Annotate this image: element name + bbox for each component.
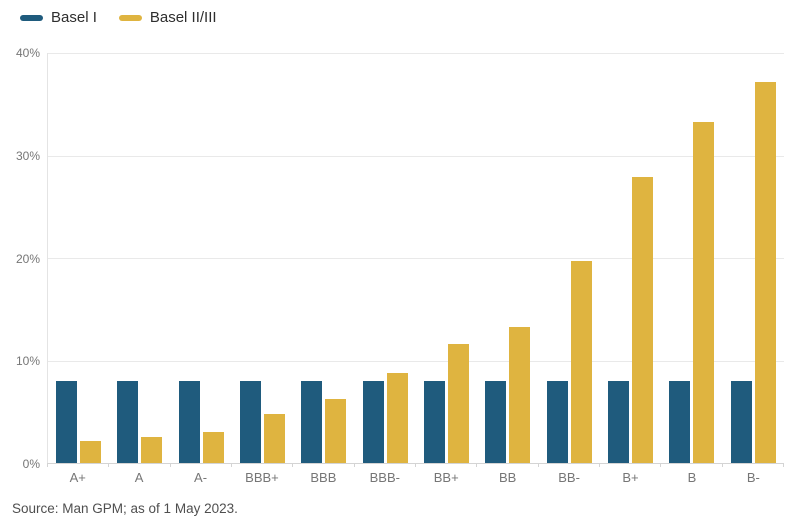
bar-basel-i[interactable] — [301, 381, 323, 463]
x-tick-label: A- — [194, 470, 208, 485]
y-tick-label: 30% — [15, 148, 40, 163]
gridline — [48, 155, 784, 157]
gridline — [48, 258, 784, 259]
category-group — [600, 53, 661, 463]
x-axis-ticks — [47, 463, 784, 467]
bar-basel-i[interactable] — [362, 381, 384, 463]
x-axis-tick-mark — [231, 463, 232, 467]
legend-label-basel-ii-iii: Basel II/III — [149, 9, 217, 26]
bar-basel-ii-iii[interactable] — [754, 81, 776, 463]
x-tick-label: B- — [746, 470, 760, 485]
category-group — [109, 53, 170, 463]
x-tick-label: B+ — [622, 470, 639, 485]
bar-basel-i[interactable] — [608, 381, 630, 463]
x-tick-label: BB — [498, 470, 517, 485]
bar-basel-i[interactable] — [669, 381, 691, 463]
x-axis-tick-mark — [599, 463, 600, 467]
y-tick-label: 20% — [15, 251, 40, 266]
category-group — [48, 53, 109, 463]
bar-basel-ii-iii[interactable] — [80, 441, 102, 463]
bar-basel-i[interactable] — [730, 381, 752, 463]
legend-item-basel-ii-iii[interactable]: Basel II/III — [118, 9, 217, 26]
bar-basel-i[interactable] — [546, 381, 568, 463]
legend-item-basel-i[interactable]: Basel I — [20, 9, 97, 26]
x-tick-label: B — [687, 470, 697, 485]
category-group — [661, 53, 722, 463]
plot-area — [47, 53, 784, 467]
bar-basel-ii-iii[interactable] — [141, 437, 163, 463]
bar-basel-i[interactable] — [117, 381, 139, 463]
bar-basel-i[interactable] — [424, 381, 446, 463]
x-axis-tick-mark — [292, 463, 294, 467]
category-group — [416, 53, 477, 463]
category-group — [232, 53, 293, 463]
y-tick-label: 40% — [15, 46, 40, 60]
bar-basel-i[interactable] — [485, 381, 507, 463]
x-axis-tick-mark — [108, 463, 110, 467]
x-axis-tick-mark — [415, 463, 416, 467]
source-note: Source: Man GPM; as of 1 May 2023. — [12, 501, 238, 516]
category-group — [171, 53, 232, 463]
legend-swatch-basel-ii-iii — [118, 14, 142, 21]
y-tick-label: 0% — [22, 457, 40, 471]
x-tick-label: A+ — [69, 470, 86, 485]
x-axis-tick-mark — [537, 463, 539, 467]
bar-basel-i[interactable] — [56, 381, 78, 463]
x-axis-tick-mark — [721, 463, 723, 467]
bar-basel-ii-iii[interactable] — [448, 344, 470, 463]
bar-basel-i[interactable] — [240, 381, 262, 463]
x-tick-label: BBB — [310, 470, 337, 485]
x-axis-tick-mark — [660, 463, 662, 467]
bar-basel-ii-iii[interactable] — [264, 413, 286, 463]
x-axis-tick-mark — [476, 463, 478, 467]
category-group — [723, 53, 784, 463]
bar-basel-ii-iii[interactable] — [632, 177, 654, 463]
x-tick-label: BB+ — [433, 470, 459, 485]
category-group — [355, 53, 416, 463]
category-group — [293, 53, 354, 463]
x-tick-label: BBB+ — [245, 470, 279, 485]
legend-swatch-basel-i — [20, 14, 43, 21]
legend: Basel I Basel II/III — [20, 9, 217, 26]
x-axis-tick-mark — [353, 463, 355, 467]
bar-basel-ii-iii[interactable] — [509, 326, 531, 463]
x-axis-tick-mark — [169, 463, 171, 467]
y-axis-labels: 0% 10% 20% 30% 40% — [0, 46, 40, 471]
bars — [48, 53, 784, 463]
bar-basel-i[interactable] — [178, 381, 200, 463]
y-tick-label: 10% — [15, 354, 40, 369]
x-axis-tick-mark — [47, 463, 48, 467]
x-tick-label: BB- — [558, 470, 580, 485]
x-tick-label: BBB- — [369, 470, 400, 485]
gridline — [48, 53, 784, 54]
bar-basel-ii-iii[interactable] — [325, 399, 347, 463]
category-group — [477, 53, 538, 463]
x-axis-labels: A+ A A- BBB+ BBB BBB- BB+ BB BB- B+ B B- — [47, 470, 784, 485]
legend-label-basel-i: Basel I — [51, 9, 97, 26]
category-group — [539, 53, 600, 463]
bar-basel-ii-iii[interactable] — [386, 372, 408, 463]
x-tick-label: A — [134, 470, 144, 485]
bar-basel-ii-iii[interactable] — [570, 261, 592, 463]
bar-basel-ii-iii[interactable] — [693, 121, 715, 463]
x-axis-tick-mark — [783, 463, 784, 467]
bar-basel-ii-iii[interactable] — [202, 432, 224, 463]
gridline — [48, 360, 784, 362]
